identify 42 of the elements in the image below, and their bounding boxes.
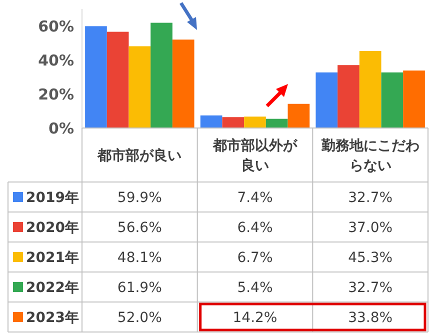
bar xyxy=(150,22,172,128)
data-label: 45.3% xyxy=(348,250,393,266)
data-label: 32.7% xyxy=(348,190,393,206)
legend-label: 2021年 xyxy=(26,250,79,266)
data-label: 14.2% xyxy=(232,310,278,326)
bar xyxy=(403,70,425,128)
bar xyxy=(172,40,194,128)
data-label: 6.4% xyxy=(237,220,273,236)
data-label: 61.9% xyxy=(117,280,162,296)
data-label: 48.1% xyxy=(117,250,162,266)
y-tick-label: 20% xyxy=(38,85,74,104)
legend-label: 2020年 xyxy=(26,220,79,236)
bar xyxy=(244,116,266,128)
bar xyxy=(128,46,151,128)
bar xyxy=(222,117,244,128)
data-label: 7.4% xyxy=(237,190,273,206)
data-label: 56.6% xyxy=(117,220,162,236)
data-label: 33.8% xyxy=(348,310,393,326)
bar xyxy=(200,115,222,128)
bar xyxy=(266,118,288,128)
x-tick-label: 勤務地にこだわらない xyxy=(320,138,420,174)
bar xyxy=(316,72,338,128)
legend-label: 2022年 xyxy=(26,280,79,296)
bar xyxy=(381,72,404,128)
legend-label: 2019年 xyxy=(26,190,79,206)
bar xyxy=(338,65,360,128)
bar xyxy=(85,26,107,128)
y-tick-label: 40% xyxy=(38,51,74,70)
bar xyxy=(106,32,129,128)
data-label: 59.9% xyxy=(117,190,162,206)
legend-label: 2023年 xyxy=(26,310,79,326)
data-label: 52.0% xyxy=(117,310,162,326)
x-tick-label: 都市部が良い xyxy=(96,146,182,164)
bar xyxy=(288,104,310,128)
data-label: 5.4% xyxy=(237,280,273,296)
y-tick-label: 60% xyxy=(38,17,74,36)
data-label: 37.0% xyxy=(348,220,393,236)
x-tick-label: 都市部以外が良い xyxy=(212,136,298,174)
y-tick-label: 0% xyxy=(48,119,74,138)
bar xyxy=(359,50,382,128)
data-label: 6.7% xyxy=(237,250,273,266)
data-label: 32.7% xyxy=(348,280,393,296)
